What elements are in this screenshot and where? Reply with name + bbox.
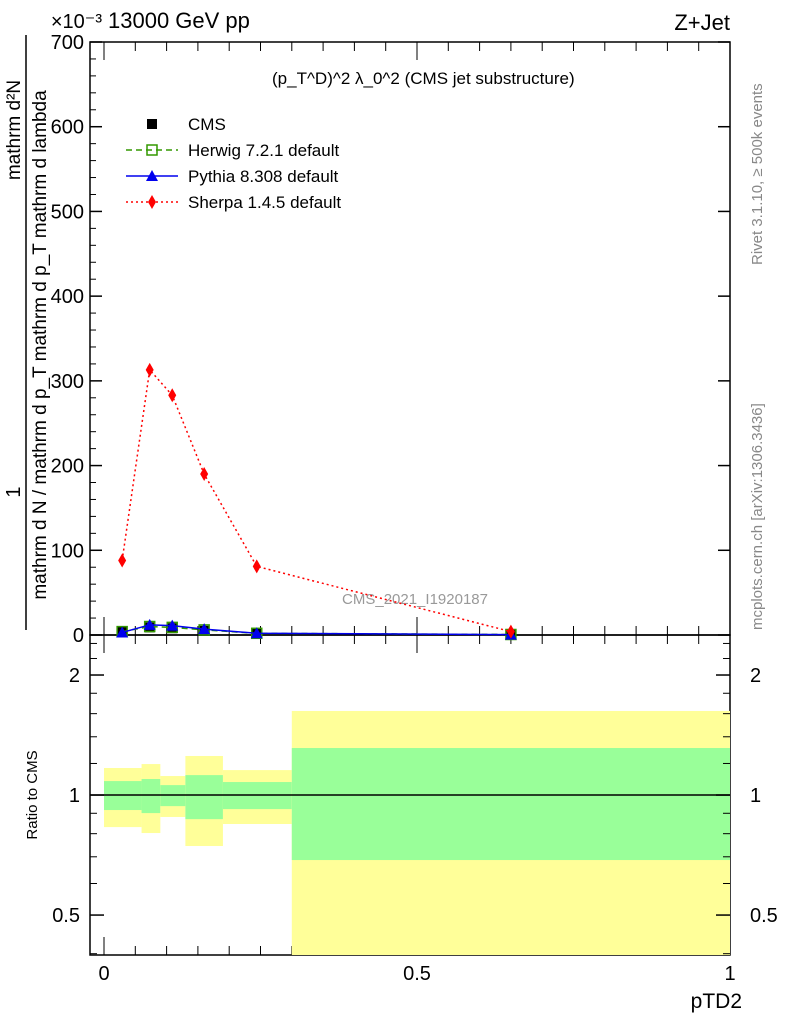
sherpa-marker bbox=[200, 467, 209, 482]
legend-label: Herwig 7.2.1 default bbox=[188, 141, 339, 160]
ratio-y-tick-label-right: 0.5 bbox=[750, 905, 778, 927]
legend-label: CMS bbox=[188, 115, 226, 134]
y-axis-label: 1 mathrm d²N mathrm d N / mathrm d p_T m… bbox=[3, 35, 51, 630]
sherpa-marker bbox=[506, 624, 515, 639]
band-1sigma bbox=[291, 748, 730, 861]
y-label-denominator: mathrm d N / mathrm d p_T mathrm d p_T m… bbox=[30, 90, 51, 600]
ratio-y-tick-label-right: 1 bbox=[750, 785, 761, 807]
y-label-numerator-one: 1 bbox=[3, 486, 25, 497]
ratio-y-tick-label-right: 2 bbox=[750, 665, 761, 687]
y-tick-label: 500 bbox=[51, 201, 84, 223]
x-tick-label: 1 bbox=[724, 963, 735, 985]
sherpa-marker bbox=[252, 559, 261, 574]
sherpa-marker bbox=[145, 362, 154, 377]
main-panel: 0 100 200 300 400 500 600 700 bbox=[51, 32, 731, 955]
cms-marker bbox=[147, 119, 157, 129]
series-line-2 bbox=[121, 624, 511, 636]
legend-label: Pythia 8.308 default bbox=[188, 167, 339, 186]
sherpa-marker bbox=[148, 195, 156, 209]
x-axis-label: pTD2 bbox=[691, 990, 742, 1013]
y-tick-label: 300 bbox=[51, 371, 84, 393]
pythia-marker bbox=[146, 170, 158, 181]
x-tick-label: 0 bbox=[98, 963, 109, 985]
legend: CMS Herwig 7.2.1 default Pythia 8.308 defa… bbox=[126, 115, 341, 212]
process-label: Z+Jet bbox=[674, 10, 730, 35]
site-label: mcplots.cern.ch [arXiv:1306.3436] bbox=[749, 403, 766, 630]
exponent-label: ×10⁻³ bbox=[51, 11, 102, 33]
y-tick-label: 100 bbox=[51, 540, 84, 562]
band-1sigma bbox=[141, 779, 161, 814]
ratio-panel: 0 0.5 1 0.5 0.5 1 1 2 2 bbox=[52, 642, 778, 985]
ratio-y-tick-label: 0.5 bbox=[52, 905, 80, 927]
herwig-marker bbox=[146, 144, 158, 156]
y-tick-label: 600 bbox=[51, 117, 84, 139]
main-frame bbox=[89, 41, 731, 636]
ratio-y-tick-label: 2 bbox=[69, 665, 80, 687]
sherpa-marker bbox=[168, 388, 177, 403]
y-tick-label: 0 bbox=[73, 625, 84, 647]
y-label-numerator: mathrm d²N bbox=[4, 80, 25, 180]
y-tick-label: 700 bbox=[51, 32, 84, 54]
pythia-marker bbox=[166, 619, 179, 631]
sherpa-marker bbox=[118, 553, 127, 568]
x-tick-label: 0.5 bbox=[403, 963, 431, 985]
energy-label: 13000 GeV pp bbox=[108, 8, 250, 33]
pythia-marker bbox=[250, 627, 263, 639]
pythia-marker bbox=[116, 626, 129, 638]
watermark: CMS_2021_I1920187 bbox=[342, 591, 488, 608]
ratio-y-label: Ratio to CMS bbox=[24, 750, 41, 839]
rivet-label: Rivet 3.1.10, ≥ 500k events bbox=[749, 83, 766, 265]
band-1sigma bbox=[185, 775, 223, 820]
y-tick-label: 400 bbox=[51, 286, 84, 308]
plot-title: (p_T^D)^2 λ_0^2 (CMS jet substructure) bbox=[272, 69, 575, 88]
y-tick-label: 200 bbox=[51, 456, 84, 478]
series-line-3 bbox=[121, 368, 512, 633]
ratio-y-tick-label: 1 bbox=[69, 785, 80, 807]
legend-label: Sherpa 1.4.5 default bbox=[188, 193, 341, 212]
pythia-marker bbox=[198, 623, 211, 635]
pythia-marker bbox=[143, 618, 156, 630]
